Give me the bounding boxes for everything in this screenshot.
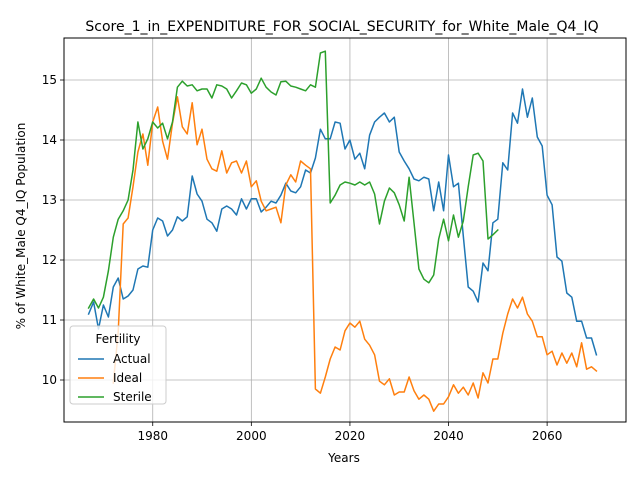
x-tick-label: 2000 (236, 429, 267, 443)
series-line-sterile (87, 50, 499, 310)
plot-frame (63, 37, 627, 423)
series-line-actual (87, 88, 598, 356)
x-tick-label: 1980 (137, 429, 168, 443)
y-tick-label: 11 (42, 313, 57, 327)
y-tick-label: 14 (42, 133, 57, 147)
legend-box (69, 325, 167, 405)
plot-lines (87, 50, 598, 412)
legend-label-ideal: Ideal (113, 371, 142, 385)
legend-title: Fertility (95, 332, 140, 346)
y-tick-label: 15 (42, 73, 57, 87)
x-tick-label: 2040 (433, 429, 464, 443)
x-tick-label: 2060 (532, 429, 563, 443)
legend: Fertility Actual Ideal Sterile (69, 325, 167, 405)
legend-label-sterile: Sterile (113, 390, 152, 404)
x-axis-ticks: 1980 2000 2020 2040 2060 (137, 422, 562, 443)
y-tick-label: 12 (42, 253, 57, 267)
x-axis-label: Years (327, 451, 360, 465)
x-tick-label: 2020 (335, 429, 366, 443)
legend-label-actual: Actual (113, 352, 151, 366)
y-tick-label: 13 (42, 193, 57, 207)
y-axis-ticks: 10 11 12 13 14 15 (42, 73, 64, 387)
y-tick-label: 10 (42, 373, 57, 387)
y-axis-label: % of White_Male Q4_IQ Population (14, 123, 28, 330)
legend-entries: Actual Ideal Sterile (78, 352, 152, 404)
series-line-ideal (112, 96, 598, 412)
chart-title: Score_1_in_EXPENDITURE_FOR_SOCIAL_SECURI… (85, 19, 598, 35)
